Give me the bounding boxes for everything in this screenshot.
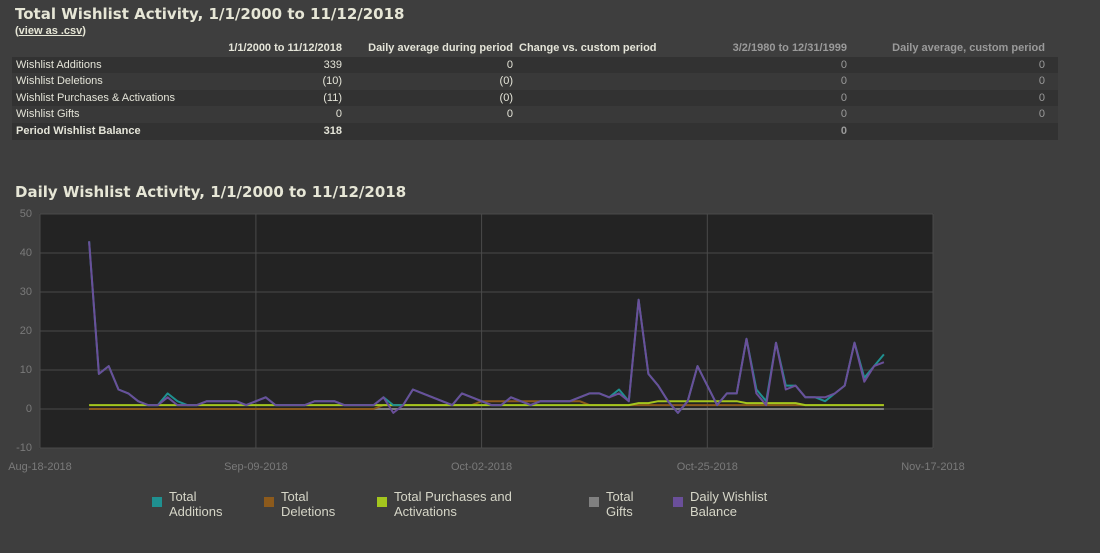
table-row: Period Wishlist Balance 318 0 xyxy=(12,122,1058,140)
table-cell: 0 xyxy=(1038,91,1045,104)
table-cell: 0 xyxy=(840,124,847,137)
legend-swatch xyxy=(377,497,387,507)
table-row: Wishlist Deletions (10) (0) 0 0 xyxy=(12,73,1058,90)
row-label: Wishlist Deletions xyxy=(16,75,103,88)
legend-label: Total Additions xyxy=(169,489,223,519)
row-label: Wishlist Additions xyxy=(16,58,102,71)
legend-swatch xyxy=(589,497,599,507)
summary-table: 1/1/2000 to 11/12/2018 Daily average duri… xyxy=(12,40,1058,140)
legend-label: Total Gifts xyxy=(606,489,634,519)
table-cell: 0 xyxy=(1038,75,1045,88)
csv-link[interactable]: view as .csv xyxy=(18,25,83,37)
series-line xyxy=(89,400,884,410)
table-cell: 0 xyxy=(840,108,847,121)
legend-label: Total Purchases and Activations xyxy=(394,489,512,519)
csv-link-wrap: (view as .csv) xyxy=(15,25,86,37)
y-tick-label: 50 xyxy=(20,208,32,220)
table-cell: 318 xyxy=(323,124,342,137)
y-tick-label: 20 xyxy=(20,325,32,337)
legend-label: Daily Wishlist Balance xyxy=(690,489,768,519)
table-cell: 0 xyxy=(335,108,342,121)
table-row: Wishlist Additions 339 0 0 0 xyxy=(12,56,1058,74)
row-label: Period Wishlist Balance xyxy=(16,124,141,137)
x-tick-label: Nov-17-2018 xyxy=(901,461,965,473)
table-cell: 0 xyxy=(1038,58,1045,71)
x-tick-label: Aug-18-2018 xyxy=(8,461,72,473)
table-cell: (0) xyxy=(499,91,513,104)
legend-label: Total Deletions xyxy=(281,489,336,519)
x-tick-label: Sep-09-2018 xyxy=(224,461,288,473)
column-header: Daily average, custom period xyxy=(892,42,1045,54)
table-cell: 0 xyxy=(840,91,847,104)
table-cell: (10) xyxy=(322,75,342,88)
table-row: Wishlist Purchases & Activations (11) (0) 0… xyxy=(12,89,1058,107)
table-cell: (11) xyxy=(323,91,342,104)
y-tick-label: -10 xyxy=(16,442,32,454)
legend-swatch xyxy=(673,497,683,507)
column-header: 1/1/2000 to 11/12/2018 xyxy=(228,42,342,54)
series-line xyxy=(88,241,885,414)
table-cell: 0 xyxy=(840,75,847,88)
page-title: Total Wishlist Activity, 1/1/2000 to 11/… xyxy=(15,5,405,23)
column-header: Change vs. custom period xyxy=(519,42,657,54)
chart-title: Daily Wishlist Activity, 1/1/2000 to 11/… xyxy=(15,183,407,201)
x-tick-label: Oct-25-2018 xyxy=(677,461,738,473)
table-cell: 0 xyxy=(840,58,847,71)
legend-swatch xyxy=(264,497,274,507)
legend-swatch xyxy=(152,497,162,507)
table-row: Wishlist Gifts 0 0 0 0 xyxy=(12,106,1058,123)
column-header: Daily average during period xyxy=(368,42,513,54)
series-line xyxy=(89,400,884,407)
y-tick-label: 30 xyxy=(20,286,32,298)
column-header: 3/2/1980 to 12/31/1999 xyxy=(732,42,847,54)
table-cell: 339 xyxy=(323,58,342,71)
table-cell: (0) xyxy=(499,75,513,88)
y-tick-label: 0 xyxy=(26,403,32,415)
y-tick-label: 40 xyxy=(20,247,32,259)
header-row: 1/1/2000 to 11/12/2018 Daily average duri… xyxy=(12,40,1058,57)
y-tick-label: 10 xyxy=(20,364,32,376)
x-tick-label: Oct-02-2018 xyxy=(451,461,512,473)
table-cell: 0 xyxy=(506,108,513,121)
table-cell: 0 xyxy=(506,58,513,71)
table-cell: 0 xyxy=(1038,108,1045,121)
row-label: Wishlist Purchases & Activations xyxy=(16,91,175,104)
row-label: Wishlist Gifts xyxy=(16,108,80,121)
